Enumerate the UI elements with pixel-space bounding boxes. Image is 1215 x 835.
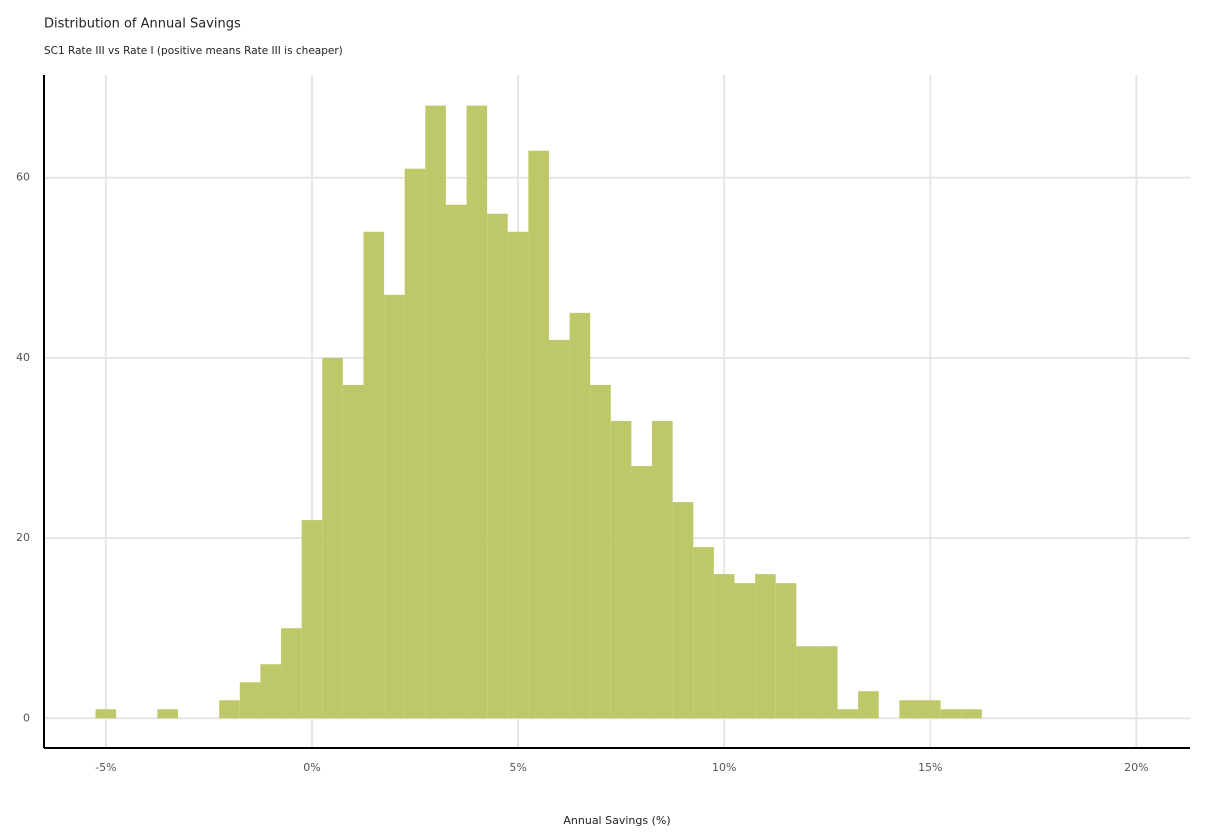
bar [693,547,714,719]
x-tick-label: -5% [95,761,116,774]
bar [837,709,859,719]
bar [487,213,508,719]
bar [445,204,467,719]
bar [734,583,756,719]
bar [755,574,776,719]
bar [961,709,982,719]
bar [528,150,549,719]
bar [610,420,632,719]
bar [342,384,364,719]
x-tick-label: 0% [303,761,320,774]
y-tick-label: 20 [16,531,30,544]
bar [507,231,529,719]
bar [157,709,178,719]
bar [548,339,570,719]
bar [590,384,611,719]
bar [899,700,920,719]
bar [384,294,405,719]
chart-subtitle: SC1 Rate III vs Rate I (positive means R… [44,45,343,57]
bar [672,502,694,719]
x-tick-label: 15% [918,761,942,774]
y-tick-label: 40 [16,351,30,364]
bar [425,105,446,719]
x-tick-label: 10% [712,761,736,774]
bar [260,664,282,719]
bar [301,520,323,719]
bar [652,420,673,719]
bar [858,691,879,719]
chart-title: Distribution of Annual Savings [44,17,241,32]
bar [631,466,653,719]
bar [363,231,385,719]
bar [404,168,426,719]
y-tick-label: 0 [23,711,30,724]
bar [466,105,488,719]
bar [239,682,261,719]
bar [219,700,240,719]
bar [919,700,941,719]
bar [713,574,735,719]
bar [569,312,591,719]
x-tick-label: 5% [509,761,526,774]
bar [816,646,838,719]
bar [775,583,797,719]
bar [95,709,117,719]
bar [796,646,817,719]
y-tick-label: 60 [16,171,30,184]
bar [940,709,962,719]
x-tick-label: 20% [1124,761,1148,774]
bar [322,357,343,719]
bar [281,628,302,719]
x-axis-label: Annual Savings (%) [563,814,670,827]
